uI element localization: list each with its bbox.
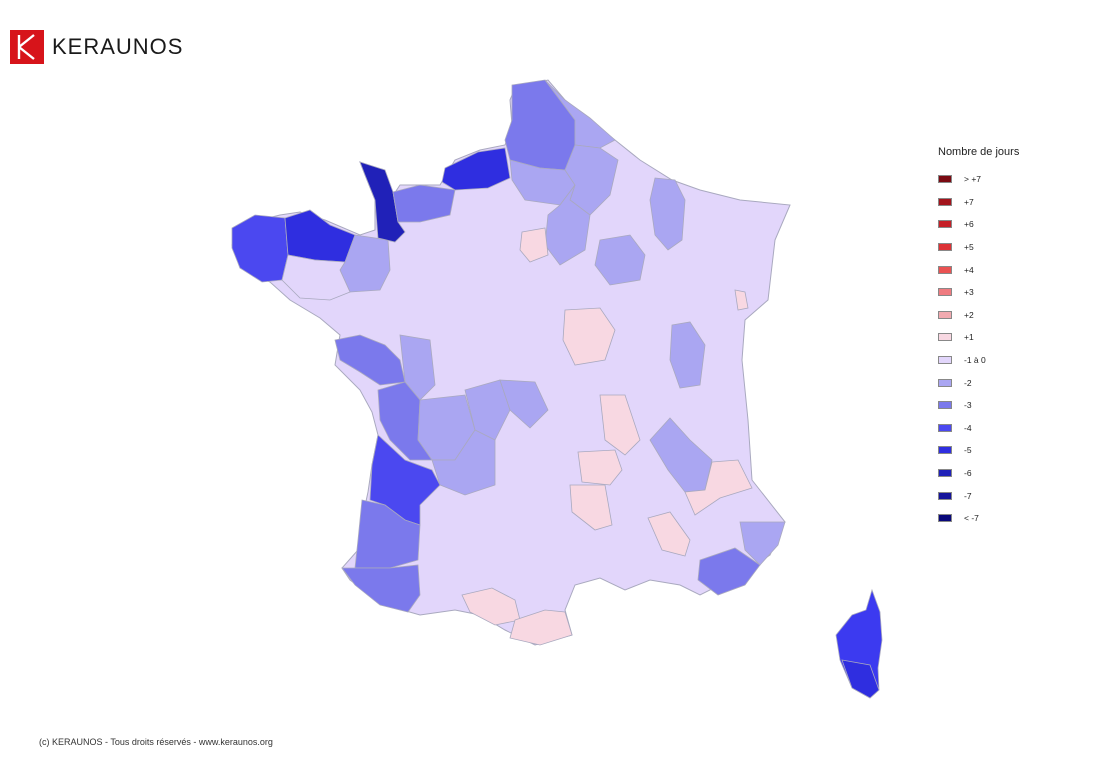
legend-swatch: [938, 491, 952, 500]
legend-title: Nombre de jours: [938, 146, 1020, 158]
dept-pas-de-calais: [504, 79, 576, 171]
dept-allier: [599, 394, 641, 456]
legend-swatch: [938, 175, 952, 184]
legend-item: +6: [938, 213, 1019, 236]
dept-manche: [359, 161, 406, 243]
legend-label: +6: [964, 219, 974, 230]
legend-label: -3: [964, 400, 972, 411]
legend-item: -2: [938, 371, 1019, 394]
dept-cotes-darmor: [284, 209, 356, 263]
legend-item: +1: [938, 326, 1019, 349]
legend-label: -1 à 0: [964, 355, 986, 366]
legend-swatch: [938, 265, 952, 274]
legend-label: > +7: [964, 174, 982, 185]
legend-swatch: [938, 469, 952, 478]
dept-oise: [544, 184, 591, 266]
legend-item: +5: [938, 236, 1019, 259]
corsica-south: [841, 659, 880, 699]
dept-haute-vienne: [464, 379, 511, 441]
legend-label: -6: [964, 468, 972, 479]
dept-finistere: [231, 214, 289, 283]
dept-puy-de-dome: [577, 449, 623, 486]
brand-logo: KERAUNOS: [10, 30, 183, 64]
legend-label: +1: [964, 332, 974, 343]
dept-pyrenees-orientales: [509, 609, 573, 646]
legend-item: +3: [938, 281, 1019, 304]
legend-swatch: [938, 197, 952, 206]
legend-item: -6: [938, 462, 1019, 485]
dept-landes: [354, 499, 421, 569]
legend-item: -3: [938, 394, 1019, 417]
legend-swatch: [938, 243, 952, 252]
legend-label: +3: [964, 287, 974, 298]
dept-marne: [594, 234, 646, 286]
legend-label: -2: [964, 377, 972, 388]
legend-label: +4: [964, 264, 974, 275]
legend-item: -4: [938, 417, 1019, 440]
dept-pyrenees-atlantiques: [341, 564, 421, 613]
dept-haut-rhin: [734, 289, 749, 311]
legend-item: +4: [938, 258, 1019, 281]
dept-calvados: [392, 184, 456, 223]
dept-ardeche: [647, 511, 691, 557]
legend-rows: > +7 +7 +6 +5 +4 +3 +2 +1 -1 à 0 -2 -3 -4 -5 -6 -7 < -7: [938, 168, 1019, 530]
legend-swatch: [938, 378, 952, 387]
dept-ain: [669, 321, 706, 389]
legend-swatch: [938, 514, 952, 523]
keraunos-k-logo-icon: [10, 30, 44, 64]
legend-swatch: [938, 401, 952, 410]
legend-swatch: [938, 288, 952, 297]
dept-val-doise: [519, 227, 549, 263]
legend-item: > +7: [938, 168, 1019, 191]
dept-var: [697, 547, 761, 596]
legend-label: < -7: [964, 513, 979, 524]
dept-cantal: [569, 484, 613, 531]
map-legend: Nombre de jours > +7 +7 +6 +5 +4 +3 +2 +1 -1 à 0…: [938, 146, 1019, 530]
legend-item: +7: [938, 191, 1019, 214]
dept-isere: [684, 459, 753, 516]
legend-swatch: [938, 356, 952, 365]
legend-item: +2: [938, 304, 1019, 327]
legend-item: -1 à 0: [938, 349, 1019, 372]
dept-creuse: [499, 379, 549, 429]
dept-morbihan: [281, 254, 351, 301]
legend-swatch: [938, 220, 952, 229]
legend-label: -7: [964, 490, 972, 501]
dept-alpes-maritimes: [739, 521, 786, 566]
legend-label: -5: [964, 445, 972, 456]
dept-vendee: [399, 334, 436, 401]
legend-swatch: [938, 310, 952, 319]
legend-label: -4: [964, 422, 972, 433]
legend-item: -7: [938, 484, 1019, 507]
dept-dordogne: [431, 429, 496, 496]
legend-swatch: [938, 333, 952, 342]
dept-meuse: [649, 177, 686, 251]
legend-label: +5: [964, 242, 974, 253]
copyright-notice: (c) KERAUNOS - Tous droits réservés - ww…: [39, 737, 273, 747]
dept-seine-maritime: [441, 147, 511, 191]
brand-name: KERAUNOS: [52, 34, 184, 59]
legend-label: +7: [964, 196, 974, 207]
legend-label: +2: [964, 309, 974, 320]
legend-swatch: [938, 423, 952, 432]
legend-swatch: [938, 446, 952, 455]
legend-item: -5: [938, 439, 1019, 462]
legend-item: < -7: [938, 507, 1019, 530]
dept-nievre: [562, 307, 616, 366]
